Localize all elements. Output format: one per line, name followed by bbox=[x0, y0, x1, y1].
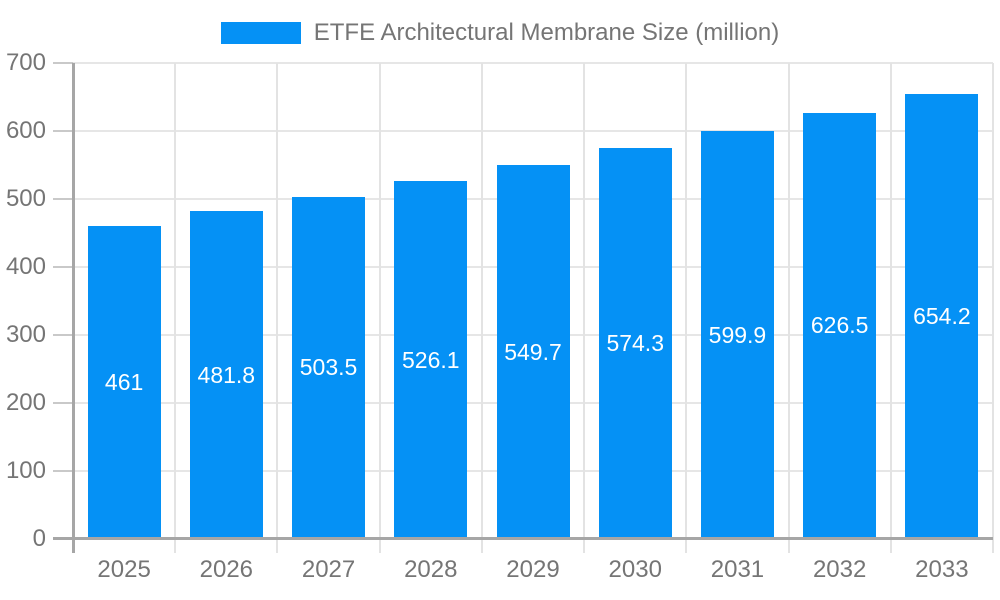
legend-swatch bbox=[220, 22, 301, 44]
bar-value-label: 461 bbox=[104, 368, 144, 395]
y-axis-tick-label: 700 bbox=[5, 49, 46, 76]
bar-2026[interactable]: 481.8 bbox=[189, 211, 263, 539]
bar-value-label: 549.7 bbox=[504, 338, 562, 365]
y-axis-tick-label: 500 bbox=[5, 185, 46, 212]
x-axis-tick-label: 2025 bbox=[97, 556, 151, 583]
y-axis-tick bbox=[53, 537, 73, 540]
bar-value-label: 626.5 bbox=[810, 312, 869, 339]
gridline-vertical bbox=[889, 63, 892, 553]
gridline-vertical bbox=[685, 63, 688, 553]
bar-2032[interactable]: 626.5 bbox=[803, 112, 877, 539]
y-axis-tick bbox=[53, 62, 73, 64]
y-axis-tick bbox=[53, 198, 73, 200]
bar-value-label: 574.3 bbox=[606, 330, 664, 357]
y-axis-tick bbox=[53, 470, 73, 473]
x-axis-tick-label: 2033 bbox=[915, 556, 969, 583]
gridline-horizontal bbox=[73, 130, 993, 132]
bar-2029[interactable]: 549.7 bbox=[496, 165, 570, 539]
y-axis-tick bbox=[53, 266, 73, 269]
bar-value-label: 599.9 bbox=[708, 321, 767, 348]
y-axis-tick bbox=[53, 334, 73, 336]
plot-area: 461 481.8 503.5 526.1 549.7 574.3 599.9 626.5 65… bbox=[53, 62, 994, 553]
y-axis-tick-label: 100 bbox=[5, 457, 46, 484]
bar-value-label: 526.1 bbox=[401, 346, 460, 373]
bar-2031[interactable]: 599.9 bbox=[700, 131, 774, 539]
x-axis-tick-label: 2027 bbox=[301, 556, 356, 583]
gridline-vertical bbox=[583, 63, 586, 553]
gridline-vertical bbox=[787, 63, 790, 553]
y-axis-tick-label: 300 bbox=[5, 321, 46, 348]
legend-label: ETFE Architectural Membrane Size (millio… bbox=[313, 19, 780, 46]
y-axis-tick-label: 0 bbox=[32, 525, 46, 552]
x-axis-tick-label: 2030 bbox=[608, 556, 662, 583]
x-axis-tick-label: 2031 bbox=[710, 556, 765, 583]
bar-2028[interactable]: 526.1 bbox=[394, 181, 468, 539]
x-axis-baseline bbox=[73, 537, 993, 540]
bar-value-label: 654.2 bbox=[913, 303, 971, 330]
bar-value-label: 481.8 bbox=[197, 361, 256, 388]
y-axis-tick-label: 600 bbox=[5, 117, 46, 144]
y-axis: 0 100 200 300 400 500 600 700 bbox=[0, 49, 46, 552]
bar-2030[interactable]: 574.3 bbox=[598, 148, 672, 539]
gridline-vertical bbox=[378, 63, 381, 553]
bar-2033[interactable]: 654.2 bbox=[905, 94, 979, 539]
y-axis-line bbox=[72, 63, 75, 553]
gridline-vertical bbox=[480, 63, 483, 553]
y-axis-tick-label: 200 bbox=[5, 389, 46, 416]
bar-2027[interactable]: 503.5 bbox=[292, 196, 366, 539]
gridline-horizontal bbox=[73, 62, 993, 64]
bar-2025[interactable]: 461 bbox=[87, 225, 161, 539]
gridline-vertical bbox=[992, 63, 994, 553]
x-axis-tick-label: 2028 bbox=[404, 556, 458, 583]
y-axis-tick bbox=[53, 402, 73, 405]
chart-legend[interactable]: ETFE Architectural Membrane Size (millio… bbox=[0, 19, 1000, 46]
y-axis-tick-label: 400 bbox=[5, 253, 46, 280]
x-axis-tick-label: 2026 bbox=[199, 556, 254, 583]
x-axis-tick-label: 2029 bbox=[506, 556, 560, 583]
x-axis-tick-label: 2032 bbox=[812, 556, 867, 583]
gridline-vertical bbox=[276, 63, 279, 553]
y-axis-tick bbox=[53, 130, 73, 132]
bar-value-label: 503.5 bbox=[299, 354, 358, 381]
gridline-vertical bbox=[174, 63, 177, 553]
x-axis: 2025 2026 2027 2028 2029 2030 2031 2032 2033 bbox=[73, 556, 993, 586]
